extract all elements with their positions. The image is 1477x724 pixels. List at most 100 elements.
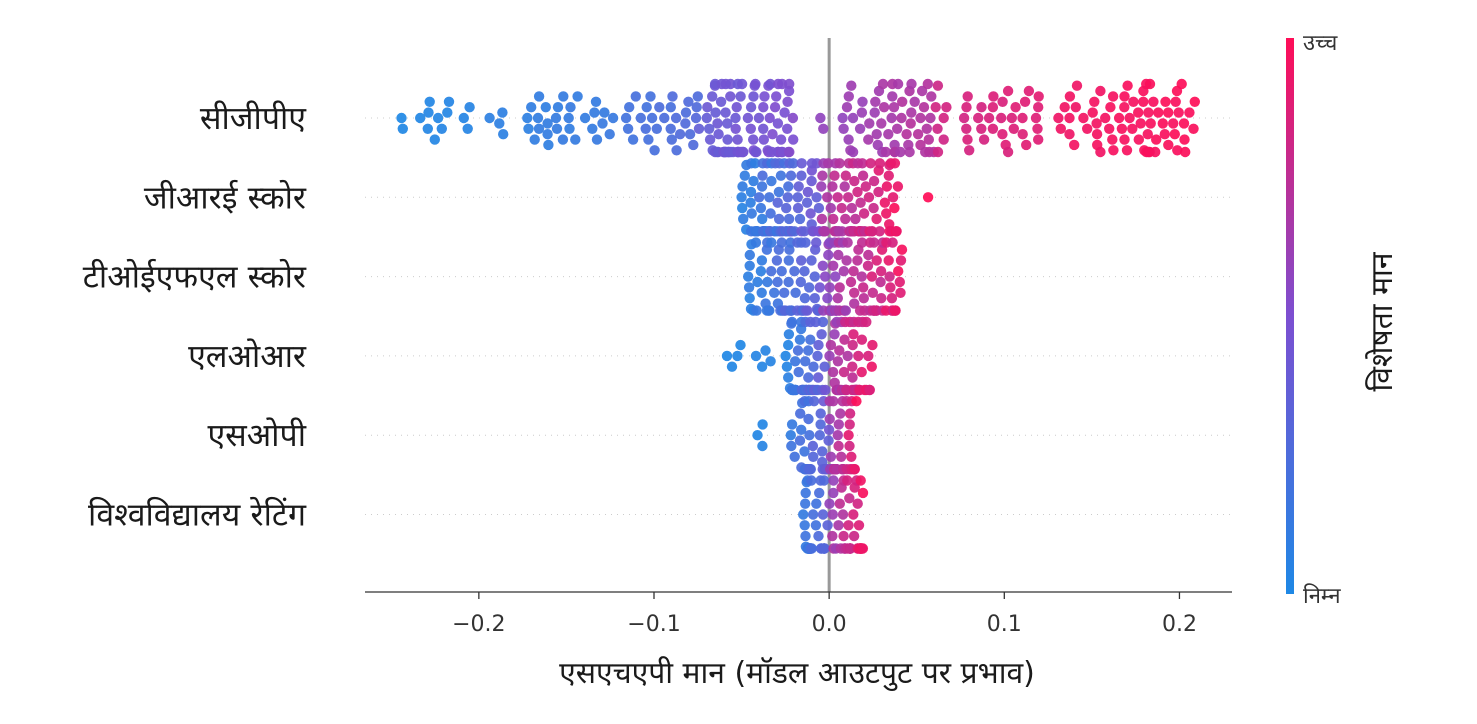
shap-point [818, 475, 830, 486]
shap-point [876, 118, 887, 129]
shap-point [436, 123, 447, 134]
shap-point [688, 139, 699, 151]
shap-point [846, 80, 857, 91]
row-guides [365, 117, 1232, 515]
shap-point [397, 123, 408, 134]
shap-point [1064, 91, 1076, 102]
shap-point [861, 316, 872, 328]
shap-point [895, 255, 907, 266]
shap-point [848, 329, 859, 340]
shap-point [765, 78, 776, 90]
shap-point [1169, 129, 1181, 140]
shap-point [589, 107, 600, 118]
shap-point [961, 123, 972, 134]
shap-point [758, 123, 769, 134]
shap-point [1133, 107, 1144, 118]
shap-point [889, 202, 900, 214]
shap-point [855, 197, 866, 208]
shap-point [874, 226, 885, 237]
shap-point [869, 107, 880, 118]
shap-point [857, 96, 868, 108]
shap-point [432, 112, 444, 124]
shap-point [680, 107, 692, 118]
shap-point [1145, 118, 1156, 129]
shap-point [850, 213, 861, 225]
shap-point [938, 134, 949, 145]
shap-point [819, 543, 830, 554]
shap-point [885, 282, 896, 293]
shap-point [1069, 139, 1080, 151]
shap-point [775, 134, 787, 145]
shap-point [997, 129, 1008, 140]
shap-point [772, 276, 783, 288]
shap-point [764, 305, 775, 316]
shap-point [542, 129, 553, 140]
shap-point [732, 350, 743, 362]
shap-point [1142, 129, 1154, 140]
feature-label: टीओईएफएल स्कोर [83, 258, 307, 296]
shap-point [722, 118, 733, 129]
shap-point [751, 305, 762, 316]
shap-point [864, 118, 875, 129]
shap-point [683, 96, 694, 108]
shap-point [828, 213, 839, 225]
shap-point [779, 287, 790, 298]
shap-point [772, 118, 784, 129]
shap-point [852, 255, 863, 266]
shap-point [630, 91, 641, 102]
shap-point [788, 134, 799, 145]
shap-point [905, 118, 916, 129]
shap-point [883, 170, 894, 181]
x-axis: −0.2 −0.1 0.0 0.1 0.2 [365, 591, 1232, 637]
shap-point [858, 293, 869, 304]
shap-point [813, 339, 824, 351]
shap-point [820, 384, 831, 396]
shap-point [1176, 78, 1187, 90]
shap-point [1030, 112, 1042, 124]
shap-point [996, 112, 1007, 124]
shap-point [707, 91, 718, 102]
shap-point [800, 498, 811, 509]
shap-points [396, 78, 1201, 554]
shap-point [838, 366, 850, 378]
shap-point [815, 112, 826, 124]
shap-point [745, 186, 757, 198]
shap-point [1002, 146, 1014, 158]
shap-point [922, 78, 933, 90]
shap-point [796, 255, 807, 266]
shap-point [1032, 123, 1043, 134]
shap-point [725, 78, 736, 90]
shap-point [1017, 112, 1028, 124]
shap-point [812, 350, 823, 362]
shap-point [794, 435, 806, 446]
shap-point [781, 202, 792, 214]
shap-point [857, 543, 869, 554]
shap-point [1008, 123, 1019, 134]
shap-point [788, 158, 799, 169]
shap-point [827, 181, 838, 192]
shap-point [817, 509, 829, 520]
shap-point [863, 192, 875, 203]
shap-point [833, 520, 844, 531]
shap-point [1178, 118, 1190, 129]
feature-label: एसओपी [207, 416, 306, 454]
shap-point [961, 102, 972, 113]
shap-point [842, 350, 853, 362]
shap-point [848, 530, 860, 542]
shap-point [784, 146, 795, 158]
shap-point [751, 146, 762, 158]
shap-point [896, 244, 908, 255]
shap-point [1173, 107, 1184, 118]
shap-point [1033, 134, 1044, 145]
shap-point [832, 192, 843, 203]
shap-point [887, 91, 898, 102]
shap-point [814, 487, 825, 499]
shap-point [840, 213, 851, 225]
shap-point [853, 520, 865, 531]
shap-point [1100, 112, 1111, 124]
shap-point [964, 145, 975, 156]
shap-point [817, 260, 828, 271]
colorbar: उच्च निम्न विशेषता मान [1286, 31, 1400, 609]
shap-point [824, 282, 835, 293]
